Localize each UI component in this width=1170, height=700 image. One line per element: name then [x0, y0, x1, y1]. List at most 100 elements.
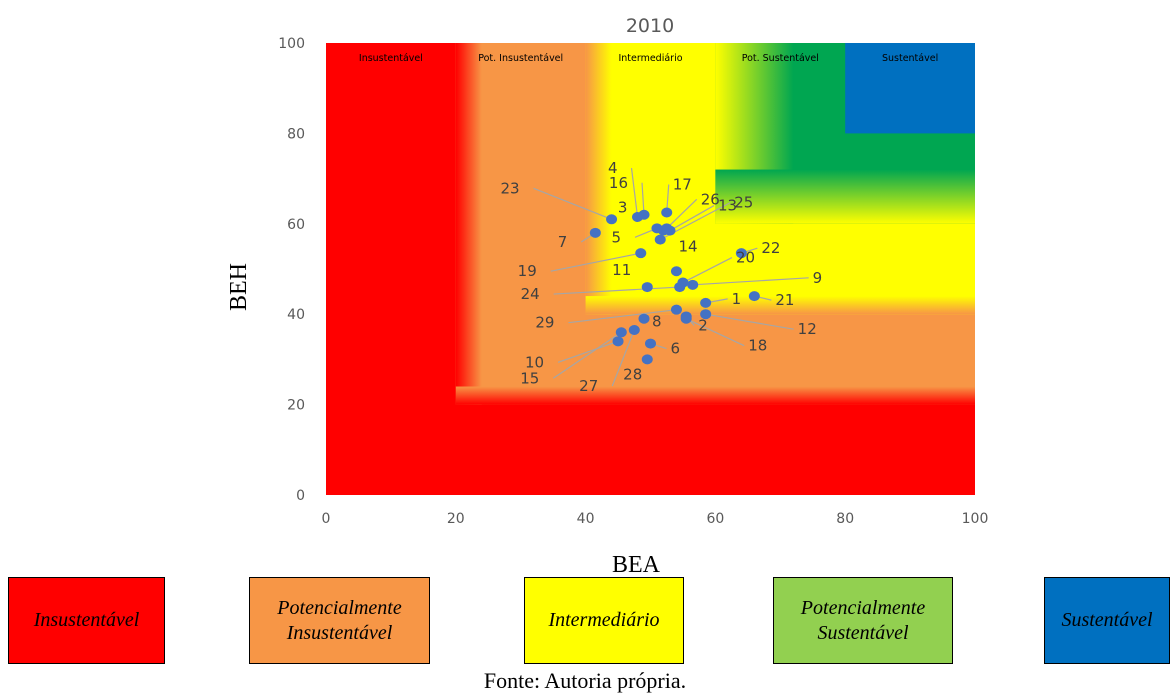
data-point — [735, 248, 747, 259]
point-label: 1 — [732, 290, 742, 308]
legend-pot-insustentavel-line2: Insustentável — [286, 621, 393, 644]
y-tick-label: 20 — [287, 398, 305, 414]
zones-layer: Insustentável Pot. Insustentável Intermedi… — [326, 43, 975, 495]
leader-line — [682, 257, 733, 284]
leader-line — [669, 205, 715, 232]
zone-label: Pot. Insustentável — [478, 53, 563, 64]
y-tick-label: 40 — [287, 307, 305, 323]
data-point — [687, 279, 699, 290]
point-label: 2 — [698, 316, 708, 334]
legend-intermediario: Intermediário — [524, 577, 684, 664]
point-label: 18 — [748, 337, 767, 355]
zone-pot-sustentavel-fade-bottom — [715, 169, 975, 224]
zone-sustentavel — [845, 43, 975, 134]
zone-intermediario-edge-left — [585, 43, 612, 315]
point-label: 15 — [520, 369, 539, 387]
data-point — [628, 325, 640, 336]
point-label: 3 — [618, 199, 628, 217]
leader-line — [705, 313, 794, 330]
zone-pot-insustentavel-edge-left — [455, 43, 482, 405]
leader-line — [666, 198, 698, 229]
zone-label: Pot. Sustentável — [742, 53, 819, 64]
data-point — [661, 207, 673, 218]
y-axis-label: BEH — [226, 263, 252, 311]
leader-line — [641, 182, 645, 215]
point-label: 14 — [678, 237, 697, 255]
point-label: 28 — [623, 365, 642, 383]
chart-title: 2010 — [626, 15, 674, 37]
leader-line — [550, 252, 641, 272]
legend-intermediario-label: Intermediário — [548, 609, 660, 631]
x-tick-label: 60 — [706, 511, 724, 527]
data-point — [670, 266, 682, 277]
point-label: 8 — [652, 313, 662, 331]
data-point — [674, 282, 686, 293]
leader-line — [692, 277, 809, 286]
x-tick-label: 20 — [447, 511, 465, 527]
zone-intermediario-edge-bottom — [585, 296, 975, 315]
leader-line — [552, 331, 622, 379]
point-label: 7 — [558, 233, 568, 251]
point-label: 23 — [500, 179, 519, 197]
data-point — [638, 209, 650, 220]
leader-line — [630, 167, 639, 218]
leader-line — [533, 187, 612, 220]
point-label: 19 — [518, 262, 537, 280]
x-tick-label: 80 — [836, 511, 854, 527]
y-tick-label: 0 — [296, 488, 305, 504]
point-label: 27 — [579, 377, 598, 395]
data-point — [645, 338, 656, 349]
point-label: 13 — [718, 197, 737, 215]
point-label: 5 — [611, 228, 621, 246]
points-layer — [589, 207, 760, 365]
y-tick-label: 100 — [278, 36, 305, 52]
legend-pot-insustentavel-label: Potencialmente Insustentável — [277, 596, 401, 646]
data-point — [589, 227, 601, 238]
data-point — [700, 297, 712, 308]
x-tick-label: 0 — [322, 511, 331, 527]
legend-pot-sustentavel-label: Potencialmente Sustentável — [801, 596, 925, 646]
data-point — [654, 234, 666, 245]
data-point — [700, 309, 712, 320]
scatter-chart: Insustentável Pot. Insustentável Intermedi… — [226, 15, 988, 578]
point-label: 22 — [761, 239, 780, 257]
point-label: 6 — [671, 340, 681, 358]
point-label: 29 — [535, 314, 554, 332]
zone-pot-insustentavel-edge-bottom — [455, 386, 975, 405]
legend-pot-sustentavel-line1: Potencialmente — [800, 596, 926, 619]
leader-line — [685, 318, 745, 347]
data-point — [670, 304, 682, 315]
data-point — [661, 223, 673, 234]
leader-line — [553, 286, 680, 295]
data-point — [612, 336, 624, 347]
legend-sustentavel-label: Sustentável — [1061, 609, 1153, 631]
zone-label: Sustentável — [882, 53, 938, 64]
point-label: 10 — [525, 353, 544, 371]
legend-sustentavel: Sustentável — [1044, 577, 1170, 664]
legend-pot-insustentavel: Potencialmente Insustentável — [249, 577, 430, 664]
data-point — [651, 223, 663, 234]
leader-line — [611, 329, 635, 387]
point-label: 25 — [734, 194, 753, 212]
data-point — [680, 313, 692, 324]
point-label: 11 — [612, 261, 631, 279]
leader-lines-layer — [533, 167, 809, 387]
axes-layer: 0 20 40 60 80 100 0 20 40 60 80 100 — [278, 36, 988, 527]
legend-insustentavel: Insustentável — [8, 577, 165, 664]
legend-pot-sustentavel: Potencialmente Sustentável — [773, 577, 953, 664]
point-label: 9 — [813, 269, 823, 287]
point-label: 4 — [608, 159, 618, 177]
data-point — [748, 291, 760, 302]
point-label: 16 — [609, 174, 628, 192]
leader-line — [557, 340, 619, 363]
zone-label: Intermediário — [618, 53, 682, 64]
figure-caption: Fonte: Autoria própria. — [483, 668, 687, 693]
legend-pot-insustentavel-line1: Potencialmente — [277, 596, 402, 619]
point-label: 17 — [673, 176, 692, 194]
y-tick-label: 80 — [287, 126, 305, 142]
y-tick-label: 60 — [287, 217, 305, 233]
data-point — [641, 354, 653, 365]
point-label: 20 — [736, 249, 755, 267]
data-point — [615, 327, 627, 338]
